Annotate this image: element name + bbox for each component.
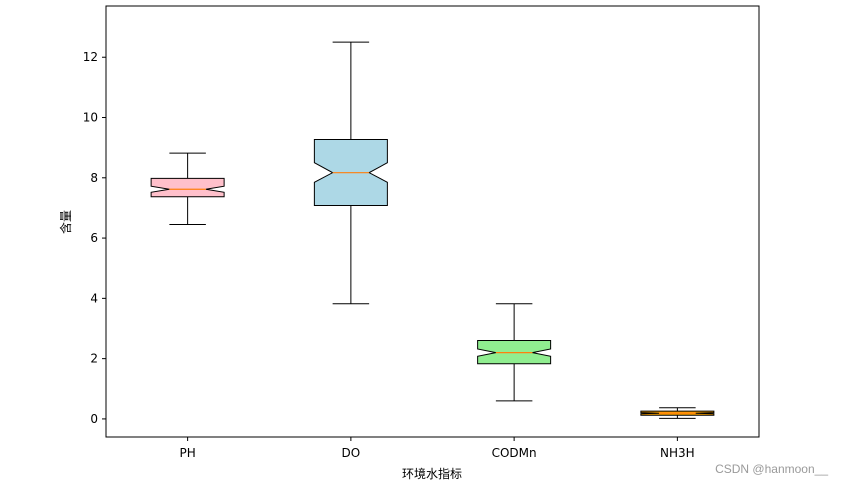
plot-frame [105,5,760,438]
y-tick-label: 10 [83,111,98,125]
box-ph [150,177,225,198]
y-axis-title: 含量 [58,210,73,234]
csdn-watermark: CSDN @hanmoon__ [715,462,828,476]
x-tick-label-nh3h: NH3H [660,446,695,460]
x-tick-label-do: DO [342,446,361,460]
y-tick-label: 6 [90,231,98,245]
x-tick-label-codmn: CODMn [492,446,537,460]
y-tick-label: 4 [90,291,98,305]
x-tick-label-ph: PH [179,446,195,460]
y-tick-label: 0 [90,412,98,426]
y-tick-label: 8 [90,171,98,185]
y-tick-label: 2 [90,352,98,366]
y-tick-label: 12 [83,50,98,64]
x-axis-title: 环境水指标 [402,466,462,481]
